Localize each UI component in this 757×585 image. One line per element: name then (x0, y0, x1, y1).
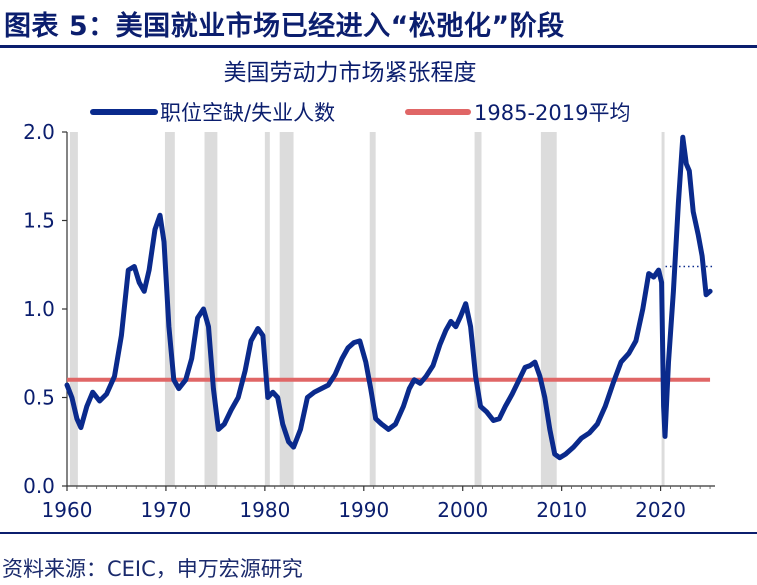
chart-legend: 职位空缺/失业人数 1985-2019平均 (90, 101, 630, 125)
chart-series (64, 134, 715, 461)
y-tick-label-0: 0.0 (23, 474, 55, 498)
y-tick-label-3: 1.5 (23, 209, 55, 233)
x-tick-label-3: 1990 (338, 498, 389, 522)
figure-header: 图表 5：美国就业市场已经进入“松弛化”阶段 (0, 0, 757, 50)
y-tick-label-2: 1.0 (23, 297, 55, 321)
labor-market-tightness-chart: 美国劳动力市场紧张程度 职位空缺/失业人数 1985-2019平均 0.0 0.5… (23, 60, 715, 522)
legend-label-vacancy-ratio: 职位空缺/失业人数 (160, 101, 335, 125)
y-tick-label-4: 2.0 (23, 120, 55, 144)
recession-band-2 (204, 132, 218, 486)
x-tick-label-4: 2000 (437, 498, 488, 522)
recession-band-4 (279, 132, 294, 486)
legend-label-average: 1985-2019平均 (474, 101, 630, 125)
y-tick-label-1: 0.5 (23, 386, 55, 410)
recession-bands (69, 132, 665, 486)
x-tick-label-2: 1980 (239, 498, 290, 522)
chart-title: 美国劳动力市场紧张程度 (224, 60, 477, 86)
source-note: 资料来源：CEIC，申万宏源研究 (2, 557, 303, 581)
recession-band-3 (264, 132, 270, 486)
x-tick-label-1: 1970 (140, 498, 191, 522)
figure-title: 图表 5：美国就业市场已经进入“松弛化”阶段 (4, 11, 565, 42)
footer-rule (0, 532, 757, 534)
recession-band-5 (369, 132, 376, 486)
x-tick-label-5: 2010 (536, 498, 587, 522)
chart-axes: 0.0 0.5 1.0 1.5 2.0 1960 1970 1980 1990 2000 2010 2… (23, 120, 715, 522)
header-rule (0, 45, 757, 48)
x-tick-label-0: 1960 (42, 498, 93, 522)
recession-band-0 (69, 132, 78, 486)
series-line-vacancy-ratio (64, 134, 713, 461)
x-tick-label-6: 2020 (635, 498, 686, 522)
recession-band-6 (474, 132, 482, 486)
